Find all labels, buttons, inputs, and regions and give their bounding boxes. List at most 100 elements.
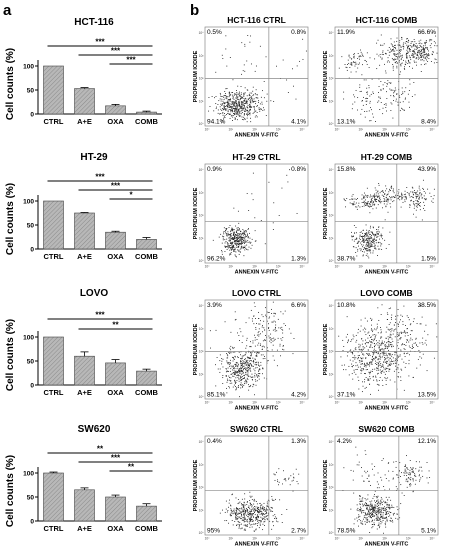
flow-dot — [366, 203, 368, 205]
flow-dot — [392, 196, 394, 198]
flow-dot — [245, 354, 247, 356]
flow-dot — [288, 478, 289, 480]
flow-dot — [387, 377, 389, 379]
flow-dot — [278, 215, 280, 216]
flow-dot — [423, 57, 425, 59]
significance-label: *** — [95, 311, 105, 320]
flow-dot — [377, 519, 379, 521]
flow-dot — [354, 348, 356, 350]
flow-dot — [400, 206, 402, 208]
flow-dot — [375, 121, 376, 122]
flow-dot — [425, 339, 427, 341]
flow-dot — [416, 323, 418, 325]
flow-dot — [433, 188, 435, 190]
flow-dot — [284, 478, 286, 479]
flow-dot — [379, 364, 381, 366]
flow-dot — [262, 367, 264, 369]
flow-dot — [234, 243, 236, 245]
flow-dot — [367, 244, 369, 246]
flow-dot — [229, 254, 230, 256]
flow-dot — [366, 245, 368, 246]
flow-dot — [274, 338, 276, 340]
flow-dot — [367, 513, 369, 515]
flow-dot — [275, 324, 277, 326]
flow-dot — [368, 505, 370, 507]
flow-dot — [371, 507, 373, 509]
flow-dot — [235, 107, 237, 109]
flow-dot — [234, 102, 236, 104]
flow-dot — [380, 190, 382, 192]
flow-dot — [371, 358, 373, 360]
flow-dot — [259, 109, 261, 111]
flow-dot — [296, 481, 298, 482]
x-tick-label: 10¹ — [358, 537, 363, 541]
flow-dot — [419, 342, 421, 344]
flow-dot — [271, 321, 273, 323]
flow-dot — [244, 238, 246, 240]
flow-dot — [387, 512, 389, 514]
flow-dot — [398, 51, 400, 53]
flow-dot — [359, 520, 361, 522]
flow-dot — [242, 237, 244, 239]
flow-dot — [356, 339, 358, 341]
flow-dot — [393, 90, 395, 92]
flow-dot — [230, 359, 231, 361]
flow-dot — [265, 115, 267, 117]
flow-dot — [359, 501, 361, 503]
flow-dot — [371, 244, 373, 246]
flow-dot — [241, 245, 243, 247]
flow-dot — [345, 336, 347, 338]
flow-dot — [242, 107, 244, 109]
flow-dot — [226, 88, 228, 89]
flow-dot — [257, 332, 259, 334]
flow-dot — [239, 240, 240, 242]
flow-dot — [246, 519, 248, 521]
flow-plot-title: HT-29 CTRL — [232, 152, 280, 162]
y-tick-label: 10¹ — [199, 99, 204, 103]
flow-dot — [255, 518, 257, 520]
flow-dot — [355, 89, 357, 91]
flow-dot — [399, 73, 401, 75]
flow-dot — [393, 100, 394, 101]
flow-dot — [427, 482, 429, 484]
flow-dots — [212, 169, 298, 258]
flow-dot — [360, 509, 362, 510]
flow-dot — [243, 505, 245, 507]
flow-dot — [408, 192, 410, 194]
flow-dot — [250, 346, 252, 348]
flow-dot — [374, 505, 376, 507]
flow-dot — [363, 195, 365, 197]
flow-dot — [229, 362, 231, 364]
x-tick-label: 10⁴ — [430, 537, 436, 541]
flow-dot — [295, 98, 297, 100]
flow-dot — [376, 383, 378, 385]
flow-dot — [226, 233, 228, 235]
flow-dot — [254, 511, 255, 513]
flow-dot — [393, 53, 395, 55]
flow-dot — [305, 50, 307, 52]
quadrant-upper-left: 0.5% — [207, 29, 222, 36]
flow-dot — [365, 194, 366, 196]
flow-dot — [352, 357, 354, 358]
flow-dot — [387, 49, 389, 51]
flow-dot — [408, 44, 410, 46]
flow-dot — [370, 342, 372, 343]
flow-dot — [371, 506, 373, 508]
flow-dot — [262, 358, 264, 360]
flow-dot — [393, 94, 394, 96]
bar-comb — [136, 239, 157, 250]
flow-dot — [387, 201, 389, 203]
flow-dot — [246, 60, 248, 62]
flow-dot — [351, 63, 353, 65]
flow-dot — [357, 358, 359, 360]
flow-dot — [412, 467, 414, 469]
flow-dot — [416, 55, 418, 57]
flow-dot — [384, 200, 386, 202]
flow-dot — [385, 517, 386, 519]
flow-dot — [421, 342, 423, 344]
flow-dot — [381, 194, 383, 196]
flow-dot — [380, 344, 382, 346]
flow-dot — [233, 207, 235, 209]
flow-dot — [274, 514, 276, 516]
flow-dot — [259, 369, 261, 371]
